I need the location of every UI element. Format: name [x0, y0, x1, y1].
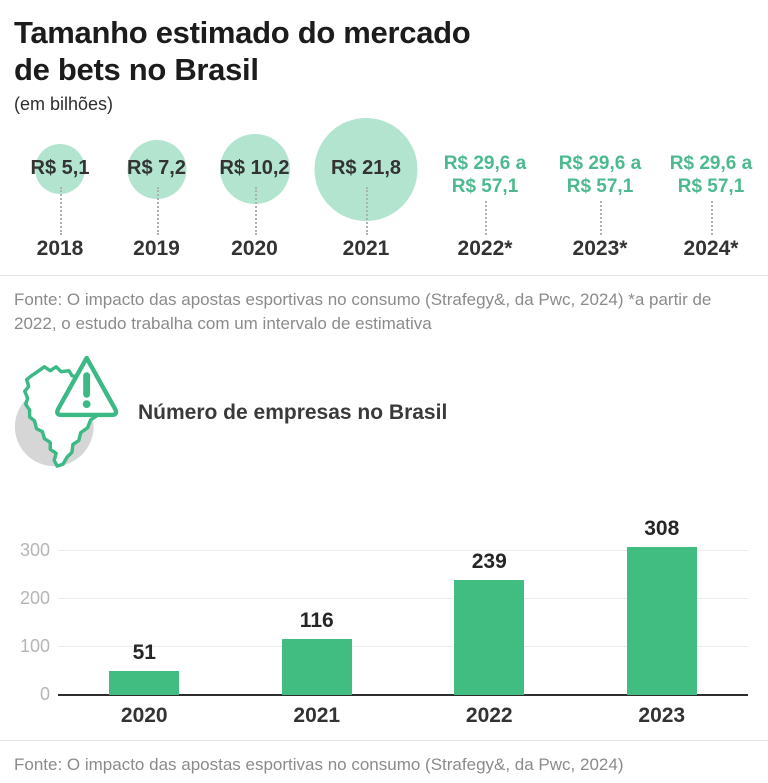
bar-group-2020: 51 [58, 641, 231, 695]
year-label: 2021 [342, 237, 390, 261]
source-note-bottom: Fonte: O impacto das apostas esportivas … [14, 754, 624, 774]
year-label: 2023* [572, 237, 628, 261]
connector-line [60, 187, 62, 236]
x-labels-row: 2020 2021 2022 2023 [58, 704, 748, 728]
connector-line [711, 201, 713, 236]
x-tick-2023: 2023 [638, 703, 686, 727]
range-value-line: R$ 29,6 a [443, 153, 527, 175]
source-note-top: Fonte: O impacto das apostas esportivas … [14, 290, 712, 334]
year-label: 2018 [36, 237, 84, 261]
page-title: Tamanho estimado do mercado de bets no B… [0, 0, 768, 88]
connector-line [254, 187, 257, 236]
year-label: 2020 [231, 237, 278, 261]
bubble-column-2023: R$ 29,6 a R$ 57,1 2023* [544, 117, 656, 265]
x-tick-2022: 2022 [465, 703, 513, 727]
gridline-200 [58, 597, 748, 599]
bubble-column-2018: R$ 5,1 2018 [10, 117, 110, 265]
gridline-100 [58, 645, 748, 647]
bubble-column-2021: R$ 21,8 2021 [306, 117, 426, 265]
warning-exclamation-dot [82, 400, 91, 409]
connector-line [600, 201, 602, 236]
divider-bottom [0, 739, 768, 741]
bar-value-label: 51 [132, 640, 156, 664]
bubble-column-2022: R$ 29,6 a R$ 57,1 2022* [426, 117, 544, 265]
brazil-map-warning-icon [14, 355, 119, 468]
divider-top [0, 275, 768, 277]
bar-value-label: 308 [644, 516, 680, 540]
companies-section-header: Número de empresas no Brasil [8, 352, 768, 474]
range-value-line: R$ 57,1 [451, 175, 519, 197]
bar-group-2021: 116 [231, 609, 404, 695]
range-value-line: R$ 29,6 a [669, 153, 753, 175]
range-value-label: R$ 29,6 a R$ 57,1 [426, 153, 544, 198]
companies-bar-chart: 0 100 200 300 51 116 239 308 2020 2021 2022 2023 [10, 514, 758, 730]
bar-2022 [454, 579, 525, 695]
x-tick-2020: 2020 [120, 703, 168, 727]
bar-group-2023: 308 [576, 517, 749, 695]
year-label: 2019 [133, 237, 180, 261]
bar-value-label: 239 [471, 549, 507, 573]
bubble-value-label: R$ 5,1 [30, 157, 90, 180]
year-label: 2024* [683, 237, 739, 261]
bar-2021 [281, 638, 352, 695]
page-title-line1: Tamanho estimado do mercado [14, 15, 471, 50]
year-label: 2022* [457, 237, 513, 261]
range-value-label: R$ 29,6 a R$ 57,1 [544, 153, 656, 198]
connector-line [156, 187, 159, 236]
page-title-line2: de bets no Brasil [14, 52, 259, 88]
range-value-line: R$ 29,6 a [558, 153, 642, 175]
bubble-value-label: R$ 7,2 [127, 157, 186, 180]
x-axis-line [58, 693, 748, 696]
bubble-column-2019: R$ 7,2 2019 [110, 117, 203, 265]
y-tick-0: 0 [39, 683, 50, 704]
range-value-line: R$ 57,1 [566, 175, 634, 197]
bar-value-label: 116 [299, 608, 334, 632]
y-tick-300: 300 [19, 539, 50, 560]
market-size-bubble-chart: R$ 5,1 2018 R$ 7,2 2019 R$ 10,2 2020 R$ 21,8 20… [0, 117, 768, 265]
bubble-value-label: R$ 21,8 [330, 157, 402, 180]
bar-2020 [109, 670, 180, 695]
y-tick-100: 100 [19, 635, 50, 656]
bar-2023 [626, 546, 697, 695]
bars-row: 51 116 239 308 [58, 517, 748, 695]
bubble-2018 [35, 144, 85, 195]
y-tick-200: 200 [19, 587, 50, 608]
connector-line [485, 201, 487, 236]
connector-line [366, 187, 368, 236]
unit-note: (em bilhões) [14, 94, 114, 115]
gridline-300 [58, 549, 748, 551]
x-tick-2021: 2021 [293, 703, 341, 727]
range-value-line: R$ 57,1 [677, 175, 745, 197]
bar-group-2022: 239 [403, 550, 576, 695]
range-value-label: R$ 29,6 a R$ 57,1 [656, 153, 766, 198]
bubble-column-2024: R$ 29,6 a R$ 57,1 2024* [656, 117, 766, 265]
section-title: Número de empresas no Brasil [138, 400, 448, 424]
bubble-column-2020: R$ 10,2 2020 [203, 117, 306, 265]
bubble-value-label: R$ 10,2 [219, 157, 290, 180]
